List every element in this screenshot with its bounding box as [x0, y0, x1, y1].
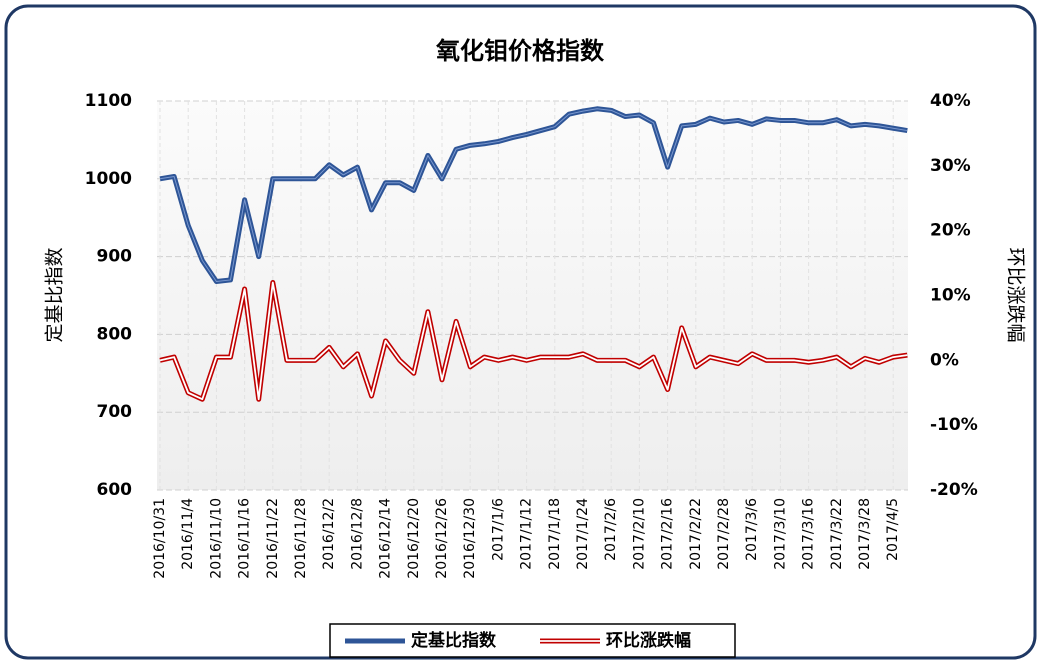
x-tick-label: 2017/1/18 [547, 498, 563, 570]
y2-tick-label: -20% [930, 480, 978, 500]
y2-tick-label: 40% [930, 91, 971, 111]
x-tick-label: 2017/3/22 [829, 498, 845, 570]
y-axis-label: 定基比指数 [44, 247, 66, 342]
x-tick-label: 2016/12/20 [406, 498, 422, 579]
x-tick-label: 2017/2/6 [603, 498, 619, 561]
y2-tick-label: 30% [930, 156, 971, 176]
x-tick-label: 2017/1/24 [575, 498, 591, 570]
x-tick-label: 2016/11/4 [180, 498, 196, 570]
y-tick-label: 1100 [85, 91, 132, 111]
x-tick-label: 2016/11/22 [265, 498, 281, 579]
x-tick-label: 2017/2/28 [716, 498, 732, 570]
y2-tick-label: -10% [930, 415, 978, 435]
y-tick-label: 700 [97, 402, 133, 422]
x-tick-label: 2017/1/6 [490, 498, 506, 561]
x-tick-label: 2016/12/8 [349, 498, 365, 570]
x-tick-label: 2017/2/22 [688, 498, 704, 570]
x-tick-label: 2016/12/30 [462, 498, 478, 579]
x-tick-label: 2016/10/31 [152, 498, 168, 579]
x-tick-label: 2017/3/6 [744, 498, 760, 561]
x-tick-label: 2017/4/5 [885, 498, 901, 561]
x-tick-label: 2016/11/28 [293, 498, 309, 579]
y-tick-label: 900 [97, 247, 133, 267]
chart-title: 氧化钼价格指数 [436, 37, 605, 65]
plot-area [157, 101, 908, 490]
x-tick-label: 2016/12/14 [378, 498, 394, 579]
x-tick-label: 2016/11/10 [208, 498, 224, 579]
legend-label: 定基比指数 [411, 630, 497, 651]
y-tick-label: 1000 [85, 169, 132, 189]
y-tick-label: 800 [97, 324, 133, 344]
y-tick-label: 600 [97, 480, 133, 500]
legend-label: 环比涨跌幅 [606, 630, 691, 651]
y2-tick-label: 10% [930, 286, 971, 306]
line-series-core [159, 281, 908, 401]
x-tick-label: 2017/2/16 [660, 498, 676, 570]
x-tick-label: 2017/3/16 [801, 498, 817, 570]
x-tick-label: 2017/1/12 [519, 498, 535, 570]
x-tick-label: 2017/2/10 [631, 498, 647, 570]
x-tick-label: 2016/12/2 [321, 498, 337, 570]
x-tick-label: 2016/11/16 [237, 498, 253, 579]
x-tick-label: 2017/3/28 [857, 498, 873, 570]
x-tick-label: 2016/12/26 [434, 498, 450, 579]
y2-axis-label: 环比涨跌幅 [1005, 247, 1027, 342]
y2-tick-label: 0% [930, 350, 959, 370]
y2-tick-label: 20% [930, 221, 971, 241]
line-series-highlight [159, 108, 908, 282]
x-tick-label: 2017/3/10 [772, 498, 788, 570]
